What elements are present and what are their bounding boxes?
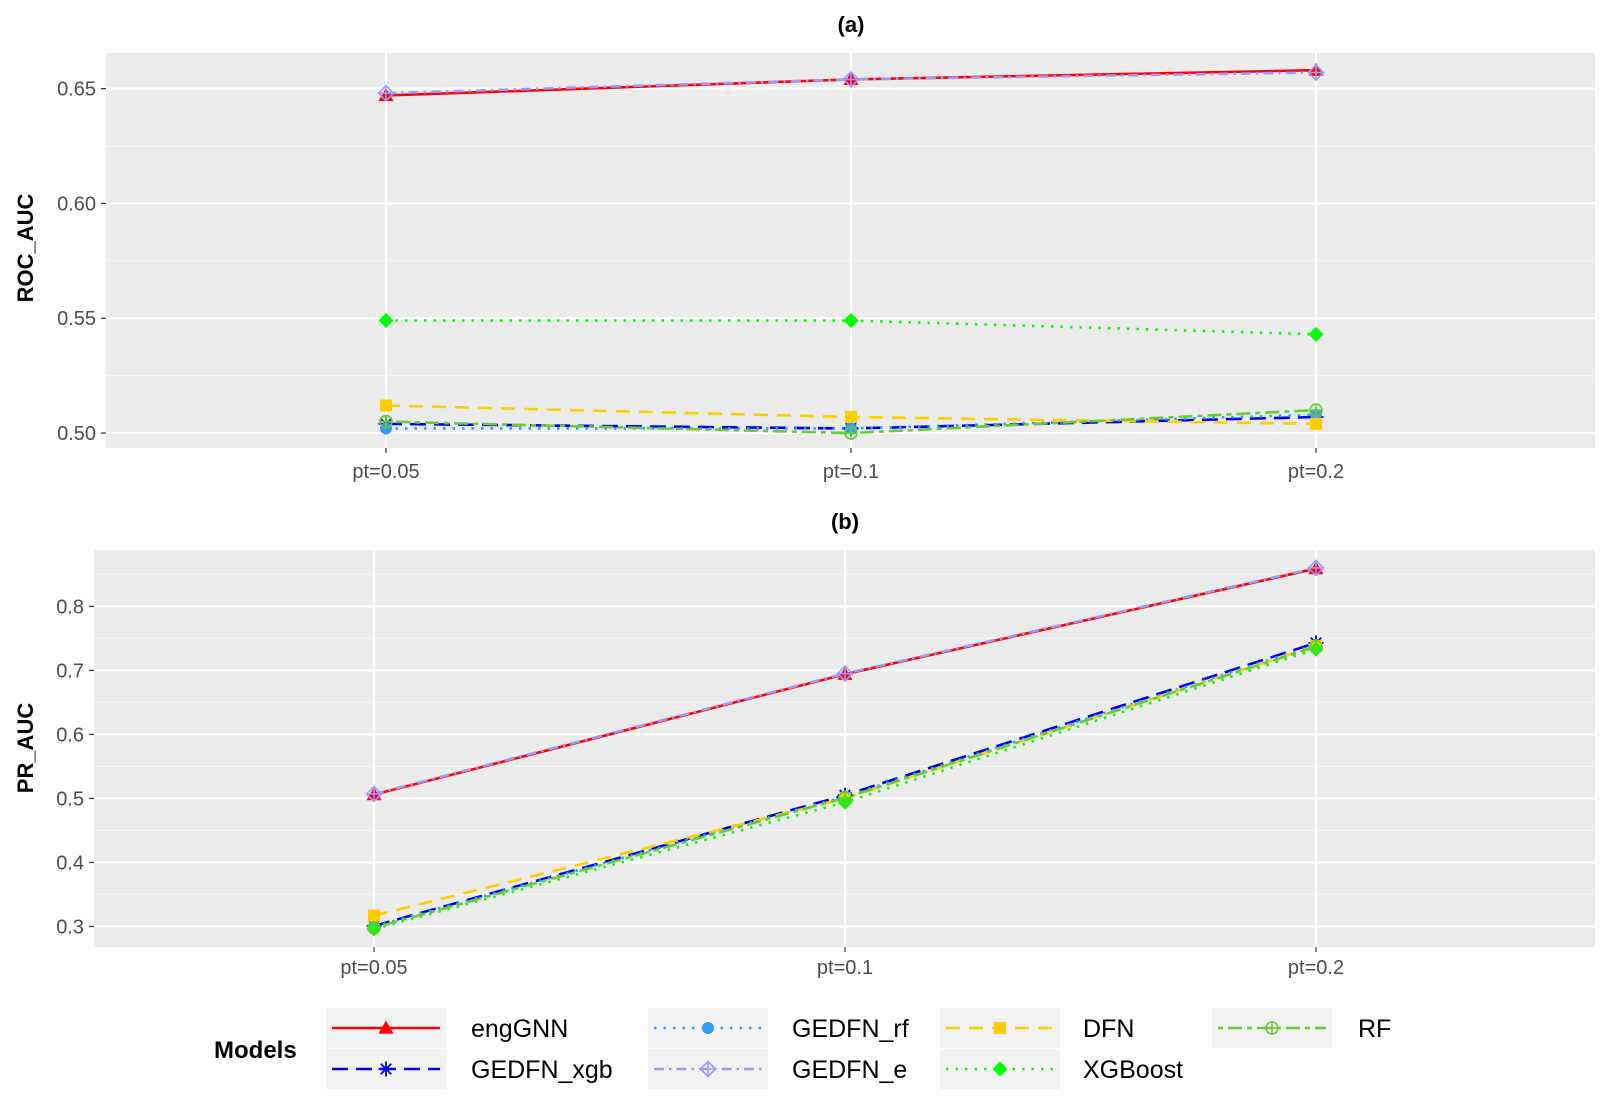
panel-b-y-axis-title: PR_AUC xyxy=(13,703,38,794)
panel-a-gridlines xyxy=(106,53,1595,448)
y-tick-label: 0.4 xyxy=(56,852,84,874)
point-GEDFN_e xyxy=(1307,63,1325,82)
point-XGBoost xyxy=(843,313,859,329)
y-tick-label: 0.50 xyxy=(57,423,96,445)
legend-key-marker xyxy=(699,1060,717,1078)
point-GEDFN_rf xyxy=(380,422,392,435)
x-tick-label: pt=0.1 xyxy=(817,957,873,979)
panel-b-y-axis: 0.3 0.4 0.5 0.6 0.7 0.8 xyxy=(56,596,94,939)
point-XGBoost xyxy=(378,313,394,329)
legend-label: GEDFN_e xyxy=(792,1056,907,1084)
legend-key-marker xyxy=(378,1020,394,1034)
point-DFN xyxy=(845,410,857,423)
legend-key-marker xyxy=(1265,1021,1279,1035)
panel-a-y-axis: 0.50 0.55 0.60 0.65 xyxy=(57,79,106,445)
point-RF xyxy=(1309,639,1323,654)
y-tick-label: 0.6 xyxy=(56,724,84,746)
legend-label: DFN xyxy=(1083,1015,1134,1043)
x-tick-label: pt=0.05 xyxy=(340,957,407,979)
legend-item-DFN: DFN xyxy=(940,1008,1134,1048)
panel-a-y-axis-title: ROC_AUC xyxy=(13,194,38,303)
legend-entries: engGNN GEDFN_xgb GEDFN_rf GEDFN_e DFN XGBoost… xyxy=(326,1008,1391,1089)
legend-item-RF: RF xyxy=(1212,1008,1391,1048)
legend-item-GEDFN_e: GEDFN_e xyxy=(648,1049,907,1089)
panel-b: (b) PR_AUC 0.30.40.50.60.70.8 pt=0.05 pt=… xyxy=(13,509,1595,979)
panel-a-series xyxy=(377,62,1325,440)
panel-b-x-axis: pt=0.05 pt=0.1 pt=0.2 xyxy=(340,947,1344,979)
series-line-XGBoost xyxy=(373,648,1317,931)
point-RF xyxy=(379,414,393,429)
x-tick-label: pt=0.2 xyxy=(1288,957,1344,979)
point-DFN xyxy=(1310,417,1322,430)
y-tick-label: 0.5 xyxy=(56,788,84,810)
point-RF xyxy=(367,920,381,935)
legend-title: Models xyxy=(214,1037,297,1064)
point-DFN xyxy=(380,399,392,412)
point-GEDFN_e xyxy=(1307,559,1325,577)
legend-item-GEDFN_rf: GEDFN_rf xyxy=(648,1008,909,1048)
series-line-GEDFN_e xyxy=(373,566,1317,796)
legend-item-GEDFN_xgb: GEDFN_xgb xyxy=(326,1049,613,1089)
series-line-RF xyxy=(373,645,1317,930)
legend-label: GEDFN_rf xyxy=(792,1015,909,1043)
point-RF xyxy=(838,791,852,805)
point-GEDFN_e xyxy=(836,664,854,683)
y-tick-label: 0.55 xyxy=(57,308,96,330)
y-tick-label: 0.7 xyxy=(56,660,84,682)
legend-label: GEDFN_xgb xyxy=(471,1056,613,1084)
panel-a-title: (a) xyxy=(838,12,865,37)
point-GEDFN_e xyxy=(842,70,860,89)
point-RF xyxy=(844,426,858,440)
point-RF xyxy=(1309,403,1323,417)
y-tick-label: 0.8 xyxy=(56,596,84,618)
panel-a-x-axis: pt=0.05 pt=0.1 pt=0.2 xyxy=(352,448,1344,483)
panel-b-series xyxy=(365,559,1325,937)
legend-label: engGNN xyxy=(471,1015,568,1043)
legend-label: RF xyxy=(1358,1015,1391,1043)
y-tick-label: 0.3 xyxy=(56,917,84,939)
legend-item-engGNN: engGNN xyxy=(326,1008,568,1048)
panel-b-title: (b) xyxy=(831,509,859,534)
legend-item-XGBoost: XGBoost xyxy=(940,1049,1183,1089)
x-tick-label: pt=0.05 xyxy=(352,461,419,483)
point-XGBoost xyxy=(1308,326,1324,342)
legend-key-marker xyxy=(702,1022,714,1034)
panel-a: (a) ROC_AUC 0.500.550.600.65 pt=0.05 pt=0… xyxy=(13,12,1595,483)
x-tick-label: pt=0.2 xyxy=(1288,461,1344,483)
point-DFN xyxy=(368,909,380,922)
legend-label: XGBoost xyxy=(1083,1056,1183,1084)
point-GEDFN_e xyxy=(377,84,395,102)
legend-key-marker xyxy=(378,1061,394,1077)
y-tick-label: 0.60 xyxy=(57,193,96,215)
legend: Models engGNN GEDFN_xgb GEDFN_rf GEDFN_e DFN… xyxy=(214,1008,1391,1089)
y-tick-label: 0.65 xyxy=(57,79,96,101)
legend-key-marker xyxy=(994,1022,1006,1034)
legend-key-marker xyxy=(992,1061,1008,1077)
point-GEDFN_e xyxy=(365,785,383,803)
x-tick-label: pt=0.1 xyxy=(823,461,879,483)
